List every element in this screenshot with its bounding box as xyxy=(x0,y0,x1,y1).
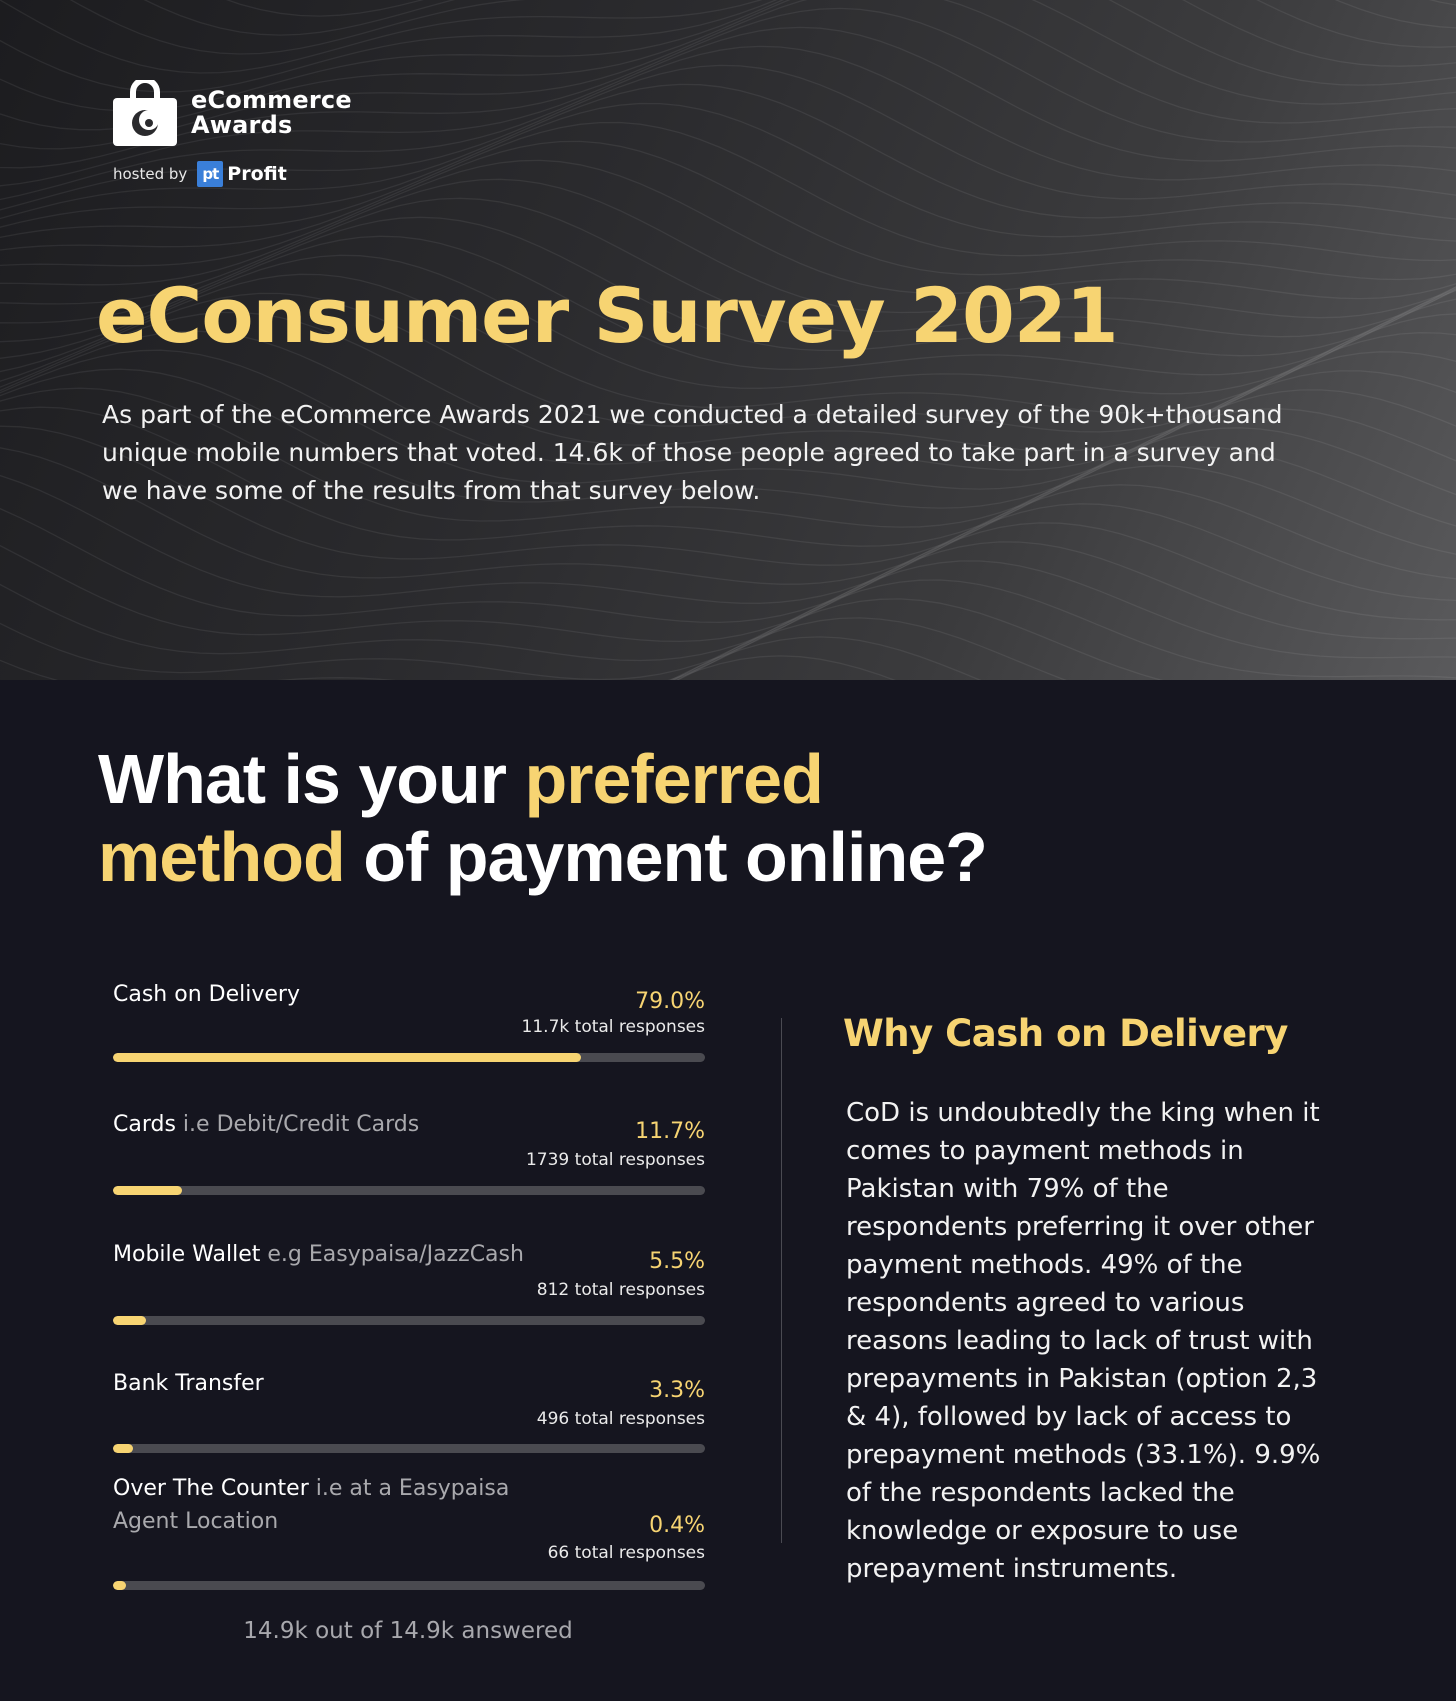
wave-line xyxy=(0,0,1456,93)
wave-line xyxy=(0,45,1456,201)
bar-percent-label: 0.4% xyxy=(649,1513,705,1538)
hosted-by: hosted by pt Profit xyxy=(113,160,287,188)
wave-line xyxy=(0,26,1456,187)
bar-fill xyxy=(113,1444,133,1453)
bar-fill xyxy=(113,1316,146,1325)
profit-logo-mark: pt xyxy=(197,161,224,187)
wave-line xyxy=(0,292,1456,433)
page-title: eConsumer Survey 2021 xyxy=(96,271,1119,360)
wave-line xyxy=(676,579,1456,680)
logo-line-2: Awards xyxy=(191,111,293,139)
bar-fill xyxy=(113,1581,127,1590)
wave-line xyxy=(0,235,1456,376)
bar-percent-label: 3.3% xyxy=(649,1378,705,1403)
question-highlight-1: preferred xyxy=(524,740,823,818)
wave-line xyxy=(0,178,1456,319)
wave-line xyxy=(0,446,1456,585)
wave-pattern-background xyxy=(0,0,1456,680)
wave-line xyxy=(0,330,1456,471)
wave-line xyxy=(0,121,1456,262)
question-part-1: What is your xyxy=(98,740,525,818)
bar-percent-label: 11.7% xyxy=(635,1119,705,1144)
wave-line xyxy=(0,159,1456,300)
wave-line xyxy=(0,465,1456,604)
wave-line xyxy=(0,83,1456,220)
wave-line xyxy=(0,102,1456,242)
bar-responses-label: 11.7k total responses xyxy=(521,1017,705,1037)
bar-track xyxy=(113,1316,705,1325)
wave-line xyxy=(0,387,1456,528)
wave-line xyxy=(0,349,1456,490)
intro-paragraph: As part of the eCommerce Awards 2021 we … xyxy=(102,400,1283,505)
question-part-2: of payment online? xyxy=(344,818,988,896)
wave-line xyxy=(0,406,1456,547)
wave-line xyxy=(0,273,1456,414)
bar-percent-label: 5.5% xyxy=(649,1249,705,1274)
payment-method-chart: Cash on Delivery 79.0% 11.7k total respo… xyxy=(113,970,705,1590)
ecommerce-awards-logo: eCommerce Awards hosted by pt Profit xyxy=(113,80,413,190)
wave-line xyxy=(143,0,1456,36)
wave-line xyxy=(0,425,1456,566)
bar-track xyxy=(113,1444,705,1453)
wave-line xyxy=(672,617,1067,680)
logo-line-1: eCommerce xyxy=(191,86,352,114)
wave-line xyxy=(0,522,1456,662)
bar-track xyxy=(113,1186,705,1195)
bar-fill xyxy=(113,1186,183,1195)
wave-line xyxy=(0,503,1456,643)
wave-line xyxy=(0,7,1456,169)
wave-line xyxy=(0,254,1456,395)
survey-question: What is your preferred method of payment… xyxy=(98,740,1198,896)
bar-responses-label: 496 total responses xyxy=(536,1409,705,1429)
wave-line xyxy=(0,216,1456,357)
bar-label: Bank Transfer xyxy=(113,1371,264,1396)
hero-banner: eCommerce Awards hosted by pt Profit eCo… xyxy=(0,0,1456,680)
wave-line xyxy=(0,64,1456,211)
wave-line xyxy=(0,0,1456,150)
bar-responses-label: 66 total responses xyxy=(547,1543,705,1563)
bar-label: Cash on Delivery xyxy=(113,982,300,1007)
wave-line xyxy=(0,197,1456,338)
wave-line xyxy=(0,484,1456,624)
shopping-bag-crescent-icon xyxy=(113,80,177,146)
wave-line xyxy=(0,311,1456,452)
answered-count: 14.9k out of 14.9k answered xyxy=(243,1618,573,1644)
wave-line xyxy=(675,598,1164,680)
bar-label: Over The Counter i.e at a Easypaisa Agen… xyxy=(113,1476,510,1534)
why-heading: Why Cash on Delivery xyxy=(843,1012,1288,1055)
hosted-by-label: hosted by xyxy=(113,165,188,183)
logo-wordmark: eCommerce Awards xyxy=(191,88,352,138)
wave-line xyxy=(0,541,1456,680)
question-highlight-2: method xyxy=(98,818,346,896)
wave-line xyxy=(69,0,1456,55)
column-divider xyxy=(781,1018,782,1543)
bar-label: Cards i.e Debit/Credit Cards xyxy=(113,1112,420,1137)
profit-wordmark: Profit xyxy=(227,163,287,185)
wave-line xyxy=(0,0,1456,74)
wave-line xyxy=(0,0,1456,131)
bar-responses-label: 812 total responses xyxy=(536,1280,705,1300)
wave-line xyxy=(225,0,424,17)
wave-line xyxy=(0,560,1456,680)
wave-line xyxy=(0,368,1456,509)
wave-line xyxy=(0,140,1456,281)
bar-percent-label: 79.0% xyxy=(635,989,705,1014)
bar-fill xyxy=(113,1053,581,1062)
bar-track xyxy=(113,1053,705,1062)
bar-track xyxy=(113,1581,705,1590)
wave-line xyxy=(669,636,982,680)
wave-line xyxy=(0,0,1456,112)
bar-label: Mobile Wallet e.g Easypaisa/JazzCash xyxy=(113,1242,524,1267)
bar-responses-label: 1739 total responses xyxy=(525,1150,705,1170)
wave-line xyxy=(671,655,896,680)
why-paragraph: CoD is undoubtedly the king when it come… xyxy=(846,1098,1321,1584)
